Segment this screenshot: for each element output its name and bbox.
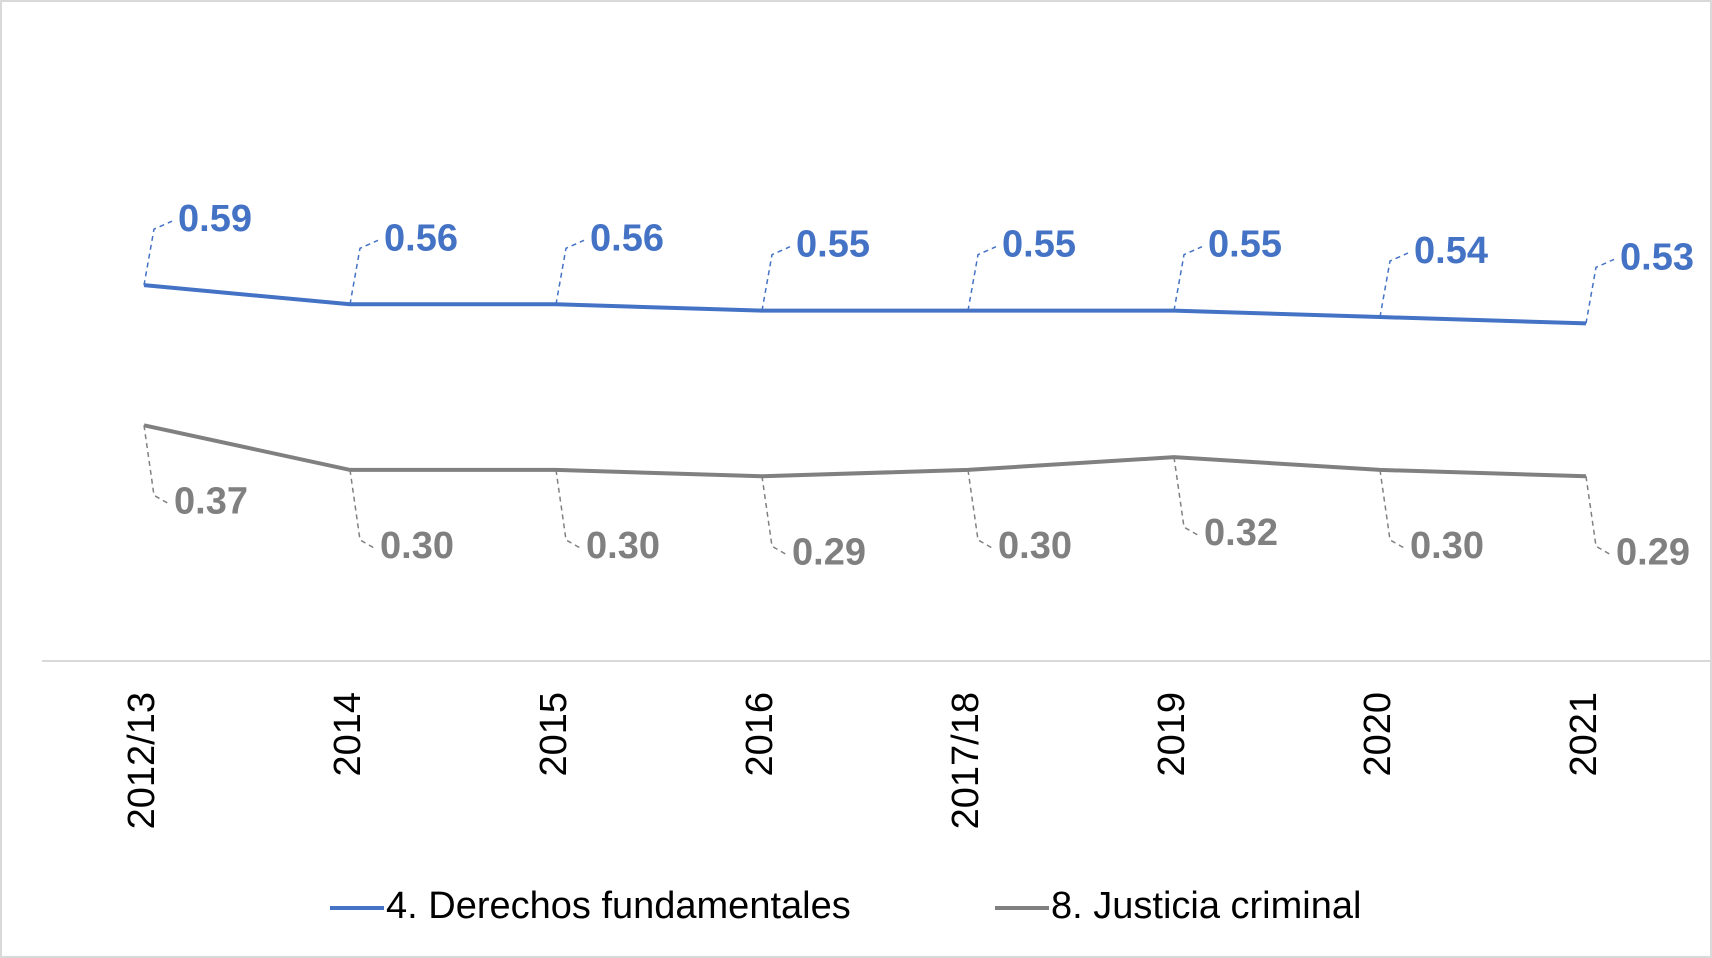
x-tick-label: 2021 [1563, 692, 1605, 777]
data-label: 0.54 [1414, 230, 1488, 272]
data-label: 0.30 [998, 525, 1072, 567]
data-label: 0.59 [178, 198, 252, 240]
x-tick-label: 2017/18 [945, 692, 987, 829]
data-label: 0.55 [1002, 224, 1076, 266]
data-label: 0.55 [796, 224, 870, 266]
x-tick-label: 2014 [327, 692, 369, 777]
data-label: 0.53 [1620, 236, 1694, 278]
leader-line [1379, 469, 1405, 549]
leader-line [1173, 245, 1203, 311]
data-label: 0.30 [1410, 525, 1484, 567]
leader-line [967, 245, 997, 311]
legend-label: 4. Derechos fundamentales [386, 885, 851, 927]
data-label: 0.29 [792, 531, 866, 573]
data-label: 0.32 [1204, 512, 1278, 554]
leader-line [967, 469, 993, 549]
leader-line [761, 476, 787, 555]
data-label: 0.55 [1208, 224, 1282, 266]
leader-line [1173, 457, 1199, 536]
data-label: 0.56 [590, 217, 664, 259]
series-line [143, 283, 1587, 326]
data-label: 0.37 [174, 480, 248, 522]
leader-line [349, 469, 375, 549]
x-tick-label: 2020 [1357, 692, 1399, 777]
leader-line [1585, 258, 1615, 324]
data-label: 0.30 [380, 525, 454, 567]
leader-line [1379, 252, 1409, 318]
x-tick-label: 2015 [533, 692, 575, 777]
leader-line [1585, 476, 1611, 555]
x-tick-label: 2016 [739, 692, 781, 777]
x-tick-label: 2019 [1151, 692, 1193, 777]
legend-label: 8. Justicia criminal [1051, 885, 1361, 927]
x-tick-label: 2012/13 [121, 692, 163, 829]
leader-line [143, 425, 169, 504]
leader-line [143, 220, 173, 286]
leader-line [761, 245, 791, 311]
series-line [143, 423, 1587, 479]
leader-line [555, 239, 585, 305]
data-label: 0.29 [1616, 531, 1690, 573]
data-label: 0.30 [586, 525, 660, 567]
leader-line [349, 239, 379, 305]
leader-line [555, 469, 581, 549]
data-label: 0.56 [384, 217, 458, 259]
